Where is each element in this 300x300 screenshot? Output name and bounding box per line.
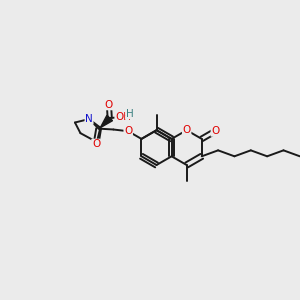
- Text: H: H: [126, 109, 134, 118]
- Text: N: N: [85, 114, 93, 124]
- Text: O: O: [124, 126, 132, 136]
- Text: O: O: [105, 100, 113, 110]
- Text: OH: OH: [115, 112, 131, 122]
- Text: O: O: [211, 126, 219, 136]
- Polygon shape: [100, 115, 112, 128]
- Text: O: O: [182, 125, 191, 135]
- Text: O: O: [92, 139, 100, 149]
